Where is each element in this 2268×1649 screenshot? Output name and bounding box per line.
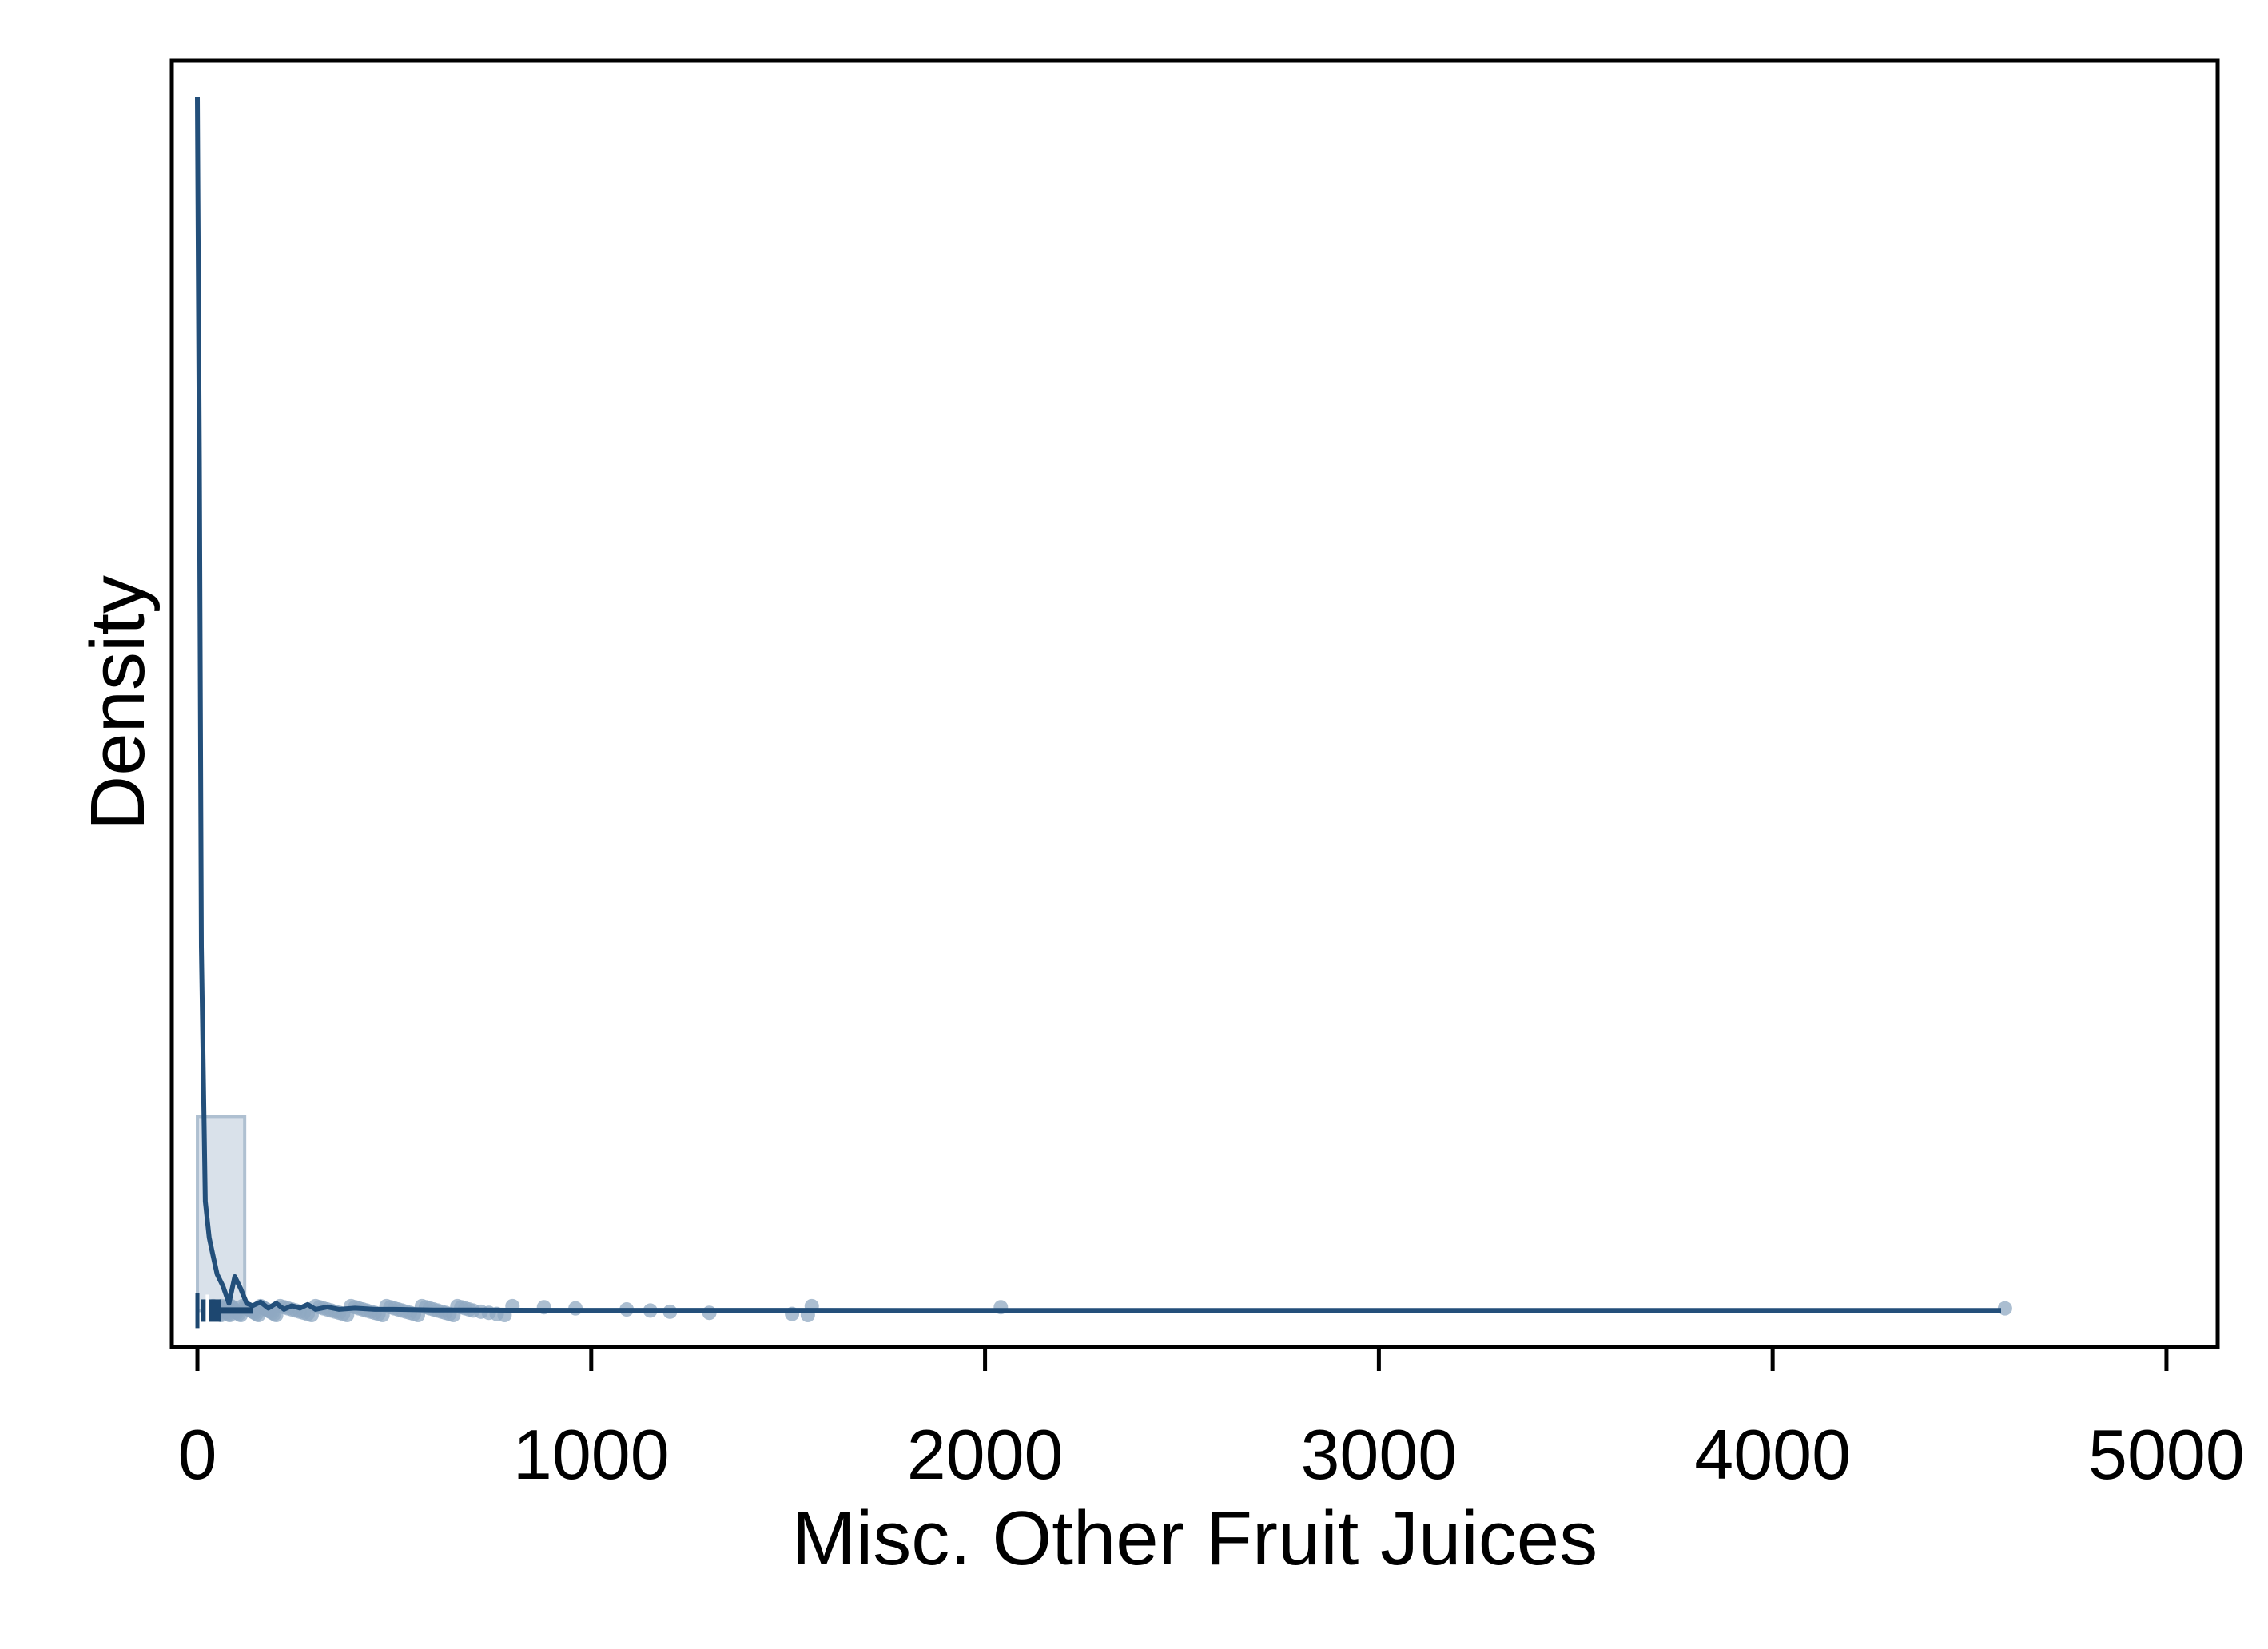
x-tick-label: 4000 (1694, 1415, 1851, 1494)
x-axis-title: Misc. Other Fruit Juices (792, 1496, 1598, 1581)
x-tick-label: 1000 (513, 1415, 670, 1494)
density-curve (195, 97, 2001, 1313)
x-tick-label: 5000 (2088, 1415, 2245, 1494)
x-tick-label: 2000 (907, 1415, 1064, 1494)
x-axis-ticks: 0 1000 2000 3000 4000 5000 (178, 1347, 2245, 1494)
density-curve-layer (195, 97, 2001, 1313)
y-axis-title: Density (75, 575, 161, 831)
plot-frame (169, 58, 2220, 1349)
data-point (1997, 1301, 2012, 1316)
data-point (702, 1305, 717, 1321)
box-iqr (201, 1299, 221, 1322)
x-tick-label: 0 (178, 1415, 217, 1494)
boxplot (195, 1293, 253, 1329)
x-tick-label: 3000 (1300, 1415, 1457, 1494)
